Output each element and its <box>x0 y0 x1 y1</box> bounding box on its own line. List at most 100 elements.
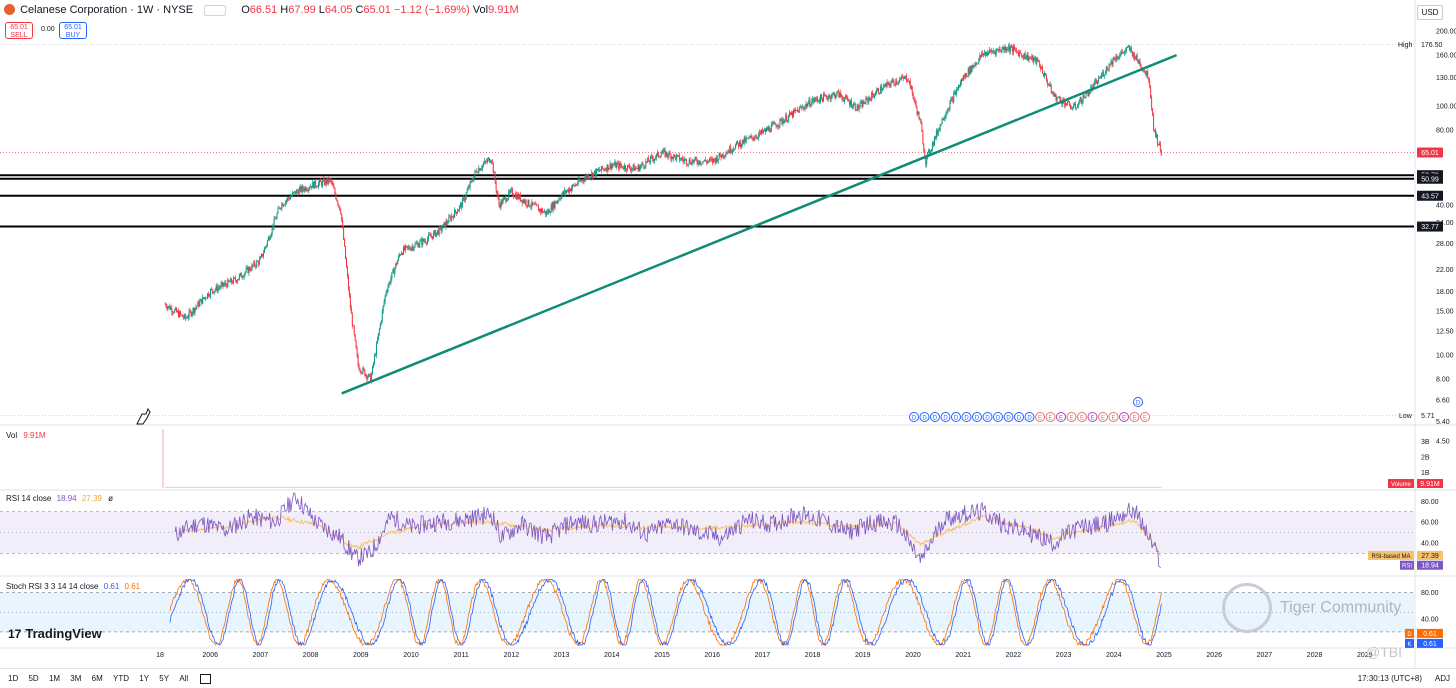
candle-body <box>840 92 842 96</box>
currency-selector[interactable]: USD <box>1417 5 1443 20</box>
tradingview-logo[interactable]: 17 TradingView <box>8 626 102 641</box>
candle-body <box>220 284 222 288</box>
candle-body <box>617 162 619 165</box>
candle-body <box>984 52 986 54</box>
event-marker-label: E <box>1122 415 1126 421</box>
range-all[interactable]: All <box>179 674 189 683</box>
candle-body <box>351 313 353 326</box>
candle-body <box>815 97 817 100</box>
candle-body <box>878 93 880 94</box>
candle-body <box>1131 51 1133 57</box>
candle-body <box>1116 56 1118 60</box>
event-marker-label: E <box>1132 415 1136 421</box>
range-ytd[interactable]: YTD <box>113 674 130 683</box>
candle-body <box>933 136 935 145</box>
candle-body <box>766 128 768 131</box>
range-5d[interactable]: 5D <box>28 674 39 683</box>
candle-body <box>1115 56 1117 61</box>
candle-body <box>451 216 453 221</box>
compare-icon[interactable] <box>204 5 227 16</box>
candle-body <box>820 94 822 103</box>
candle-body <box>644 167 646 168</box>
candle-body <box>968 68 970 74</box>
range-1d[interactable]: 1D <box>8 674 19 683</box>
candle-body <box>593 172 595 178</box>
candle-body <box>1051 92 1053 93</box>
candle-body <box>961 79 963 81</box>
candle-body <box>569 188 571 193</box>
candle-body <box>707 161 709 163</box>
range-1y[interactable]: 1Y <box>139 674 150 683</box>
event-marker-icon <box>1129 412 1140 422</box>
candle-body <box>529 206 531 207</box>
candle-body <box>169 305 171 310</box>
calendar-icon[interactable] <box>200 673 212 684</box>
candle-body <box>710 158 712 160</box>
candle-body <box>545 211 547 215</box>
candle-body <box>663 149 665 151</box>
candle-body <box>286 200 288 202</box>
candle-body <box>635 168 637 169</box>
eye-icon[interactable]: ø <box>108 494 114 503</box>
candle-body <box>302 186 304 190</box>
range-1m[interactable]: 1M <box>48 674 61 683</box>
candle-body <box>1103 74 1105 77</box>
candle-body <box>186 317 188 319</box>
candle-body <box>628 165 630 169</box>
event-marker-label: D <box>1006 415 1011 421</box>
time-tick-label: 2022 <box>1006 652 1022 659</box>
candle-body <box>241 277 243 278</box>
candle-body <box>723 156 725 157</box>
candle-body <box>479 168 481 171</box>
candle-body <box>1036 58 1038 64</box>
candle-body <box>871 92 873 101</box>
candle-body <box>978 58 980 63</box>
sell-button[interactable]: 65.01 SELL <box>5 22 33 39</box>
candle-body <box>1153 114 1155 130</box>
candle-body <box>1033 58 1035 62</box>
candle-body <box>335 193 337 199</box>
candle-body <box>900 78 902 80</box>
candle-body <box>841 95 843 97</box>
candle-body <box>373 363 375 366</box>
candle-body <box>969 65 971 74</box>
candle-body <box>1134 58 1136 60</box>
candle-body <box>713 158 715 160</box>
candle-body <box>354 334 356 341</box>
price-tick-label: 10.00 <box>1436 352 1454 359</box>
candle-body <box>178 311 180 318</box>
candle-body <box>319 179 321 182</box>
candle-body <box>598 169 600 171</box>
range-3m[interactable]: 3M <box>70 674 82 683</box>
candle-body <box>844 98 846 102</box>
range-6m[interactable]: 6M <box>91 674 103 683</box>
candle-body <box>191 313 193 316</box>
candle-body <box>394 268 396 275</box>
candle-body <box>733 149 735 150</box>
candle-body <box>255 265 257 267</box>
adj-toggle[interactable]: ADJ <box>1434 674 1450 683</box>
candle-body <box>1096 80 1098 84</box>
candle-body <box>627 165 629 166</box>
candle-body <box>260 256 262 259</box>
low-label: Low <box>1399 413 1413 420</box>
candle-body <box>1034 57 1036 59</box>
candle-body <box>897 82 899 84</box>
candle-body <box>1106 67 1108 70</box>
range-5y[interactable]: 5Y <box>159 674 170 683</box>
candle-body <box>496 190 498 195</box>
candle-body <box>580 180 582 182</box>
buy-button[interactable]: 65.01 BUY <box>59 22 87 39</box>
event-marker-icon <box>1035 412 1045 422</box>
candle-body <box>894 83 896 85</box>
candle-body <box>901 76 903 79</box>
candle-body <box>1030 57 1032 59</box>
symbol-title[interactable]: Celanese Corporation · 1W · NYSE <box>20 4 194 16</box>
candle-body <box>918 111 920 120</box>
time-tick-label: 2006 <box>202 652 218 659</box>
candle-body <box>232 282 234 284</box>
candle-body <box>1145 71 1147 76</box>
candle-body <box>183 314 185 318</box>
symbol-header: Celanese Corporation · 1W · NYSE O66.51 H… <box>0 0 1400 20</box>
